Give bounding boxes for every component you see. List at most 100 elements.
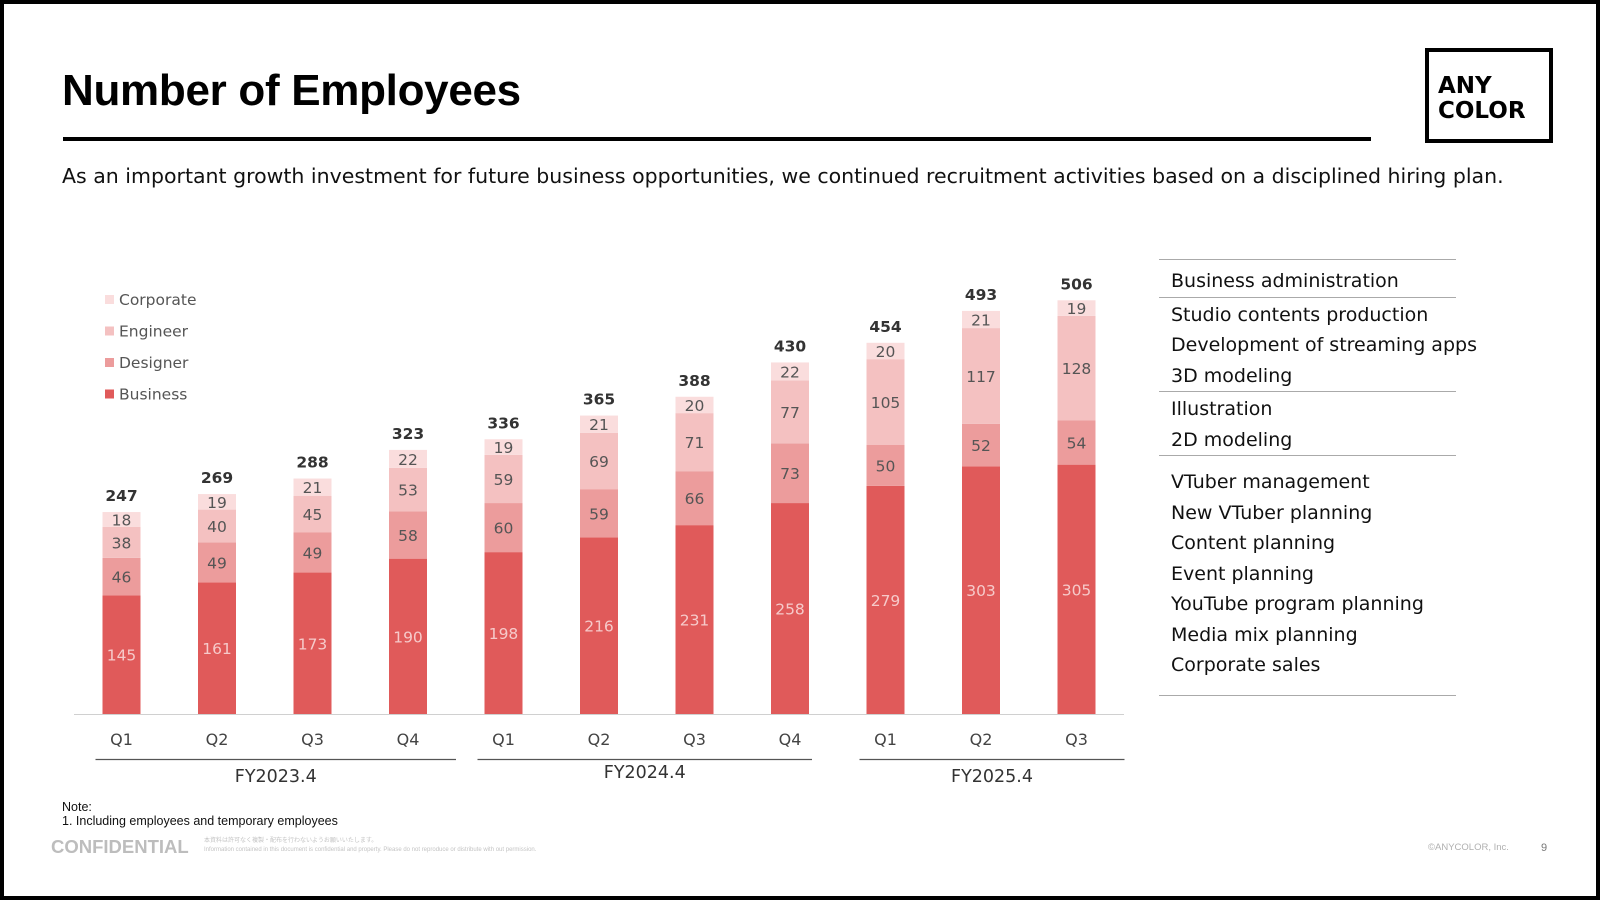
bar-segment-designer [675,471,714,526]
department-item: Studio contents production [1171,303,1429,326]
page-title: Number of Employees [62,66,521,115]
department-item: 3D modeling [1171,364,1293,387]
segment-value-label: 117 [966,368,996,386]
bar-segment-designer [389,511,427,559]
confidential-label: CONFIDENTIAL [51,836,189,857]
segment-value-label: 49 [207,554,227,572]
segment-value-label: 21 [589,416,609,434]
segment-value-label: 19 [207,494,227,512]
bar-segment-corporate [389,449,427,468]
total-value-label: 506 [1060,275,1092,293]
segment-value-label: 20 [876,343,896,361]
department-group: Studio contents production Development of… [1159,296,1477,392]
department-item: Event planning [1171,562,1314,585]
segment-value-label: 161 [202,640,232,658]
department-panel: Business administration Studio contents p… [1159,259,1477,696]
period-label: FY2023.4 [235,767,317,787]
bar-segment-business [198,582,236,714]
legend-swatch-corporate [105,295,114,304]
total-value-label: 323 [392,425,424,443]
bar-segment-business [866,485,905,714]
segment-value-label: 128 [1062,360,1092,378]
segment-value-label: 71 [685,434,705,452]
period-label: FY2024.4 [604,763,686,783]
bar-segment-business [771,503,809,714]
bar-segment-business [102,595,141,714]
segment-value-label: 73 [780,465,800,483]
department-group: Business administration [1159,259,1456,297]
bar-segment-designer [484,503,523,553]
total-value-label: 388 [678,372,710,390]
legend-label: Engineer [119,323,189,341]
title-underline [63,137,1371,141]
anycolor-logo: ANY COLOR [1425,48,1553,143]
legend-label: Designer [119,354,189,372]
bar-segment-corporate [771,362,809,381]
x-tick-label: Q4 [779,730,802,749]
bar-segment-engineer [102,526,141,558]
department-item: Content planning [1171,532,1336,554]
bar-segment-corporate [580,415,618,433]
slide: Number of Employees ANY COLOR As an impo… [4,4,1596,896]
segment-value-label: 54 [1067,435,1087,453]
bar-segment-business [484,552,523,714]
bar-segment-engineer [580,432,618,490]
segment-value-label: 59 [589,505,609,523]
segment-value-label: 77 [780,404,800,422]
total-value-label: 269 [201,469,233,487]
segment-value-label: 38 [112,534,132,552]
period-label: FY2025.4 [951,767,1033,787]
bar-segment-engineer [962,328,1000,424]
total-value-label: 493 [965,286,997,304]
segment-value-label: 21 [303,479,323,497]
segment-value-label: 20 [685,397,705,415]
x-tick-label: Q1 [492,730,515,749]
bar-segment-business [389,558,427,714]
legend-label: Business [119,386,187,404]
segment-value-label: 59 [494,471,514,489]
total-value-label: 247 [105,487,137,505]
x-tick-label: Q3 [301,730,324,749]
segment-value-label: 19 [1067,300,1087,318]
department-item: Corporate sales [1171,654,1321,676]
bar-segment-corporate [102,512,141,527]
department-item: Illustration [1171,398,1273,420]
x-tick-label: Q1 [874,730,897,749]
segment-value-label: 303 [966,582,996,600]
bar-segment-designer [866,445,905,486]
total-value-label: 288 [296,454,328,472]
segment-value-label: 18 [112,511,132,529]
segment-value-label: 22 [780,363,800,381]
bar-segment-business [1057,464,1096,714]
segment-value-label: 231 [680,612,710,630]
note-line: 1. Including employees and temporary emp… [62,814,338,828]
bar-segment-designer [580,489,618,538]
total-value-label: 336 [487,414,519,432]
bar-segment-engineer [293,495,332,533]
x-tick-label: Q2 [970,730,993,749]
subtitle: As an important growth investment for fu… [62,164,1504,188]
legend-swatch-engineer [105,326,114,336]
bar-segment-corporate [962,310,1000,329]
bar-segment-corporate [866,342,905,360]
copyright: ©ANYCOLOR, Inc. [1428,842,1509,853]
bar-segment-designer [198,542,236,583]
bar-segment-engineer [389,467,427,512]
x-tick-label: Q3 [1065,730,1088,749]
segment-value-label: 53 [398,482,418,500]
department-item: Business administration [1171,270,1399,292]
bar-segment-business [580,537,618,714]
total-value-label: 430 [774,337,807,355]
employee-chart: 145 46 38 18 247 Q1 161 49 40 19 269 Q2 173 49 45 21 288… [74,275,1125,787]
segment-value-label: 145 [107,647,137,665]
legend-swatch-designer [105,358,114,367]
department-item: New VTuber planning [1171,501,1373,524]
bar-segment-designer [1057,420,1096,465]
logo-line-1: ANY [1438,73,1492,99]
legend-swatch-business [105,389,114,399]
x-tick-label: Q2 [588,730,611,749]
segment-value-label: 105 [871,394,901,412]
department-item: Development of streaming apps [1171,334,1477,356]
bar-segment-business [293,572,332,714]
segment-value-label: 66 [685,490,705,508]
